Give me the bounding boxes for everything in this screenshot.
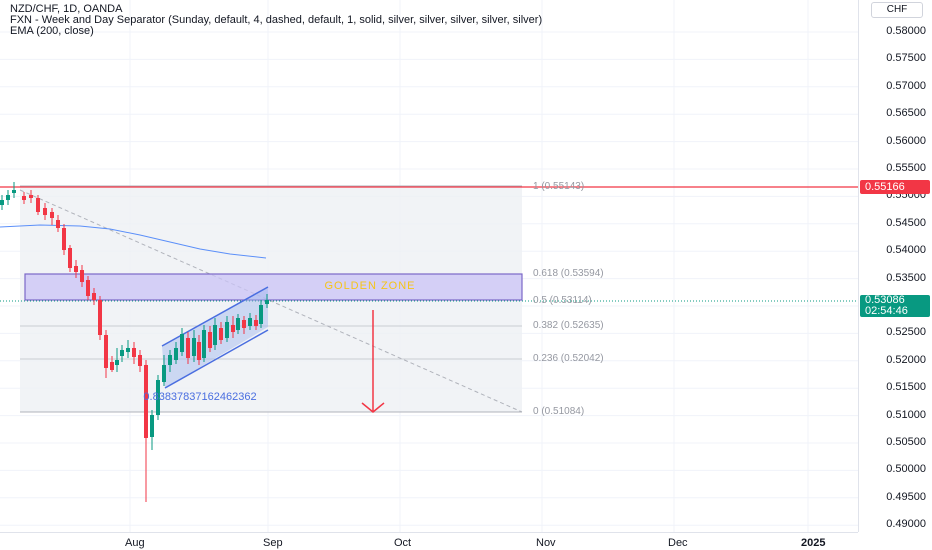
candle-body (29, 195, 33, 198)
time-axis[interactable]: Aug Sep Oct Nov Dec 2025 (0, 532, 858, 550)
candle-body (150, 415, 154, 437)
candle-body (115, 360, 119, 365)
fib-label-1: 1 (0.55143) (533, 181, 585, 192)
fib-label-0236: 0.236 (0.52042) (533, 353, 604, 364)
price-chart[interactable]: GOLDEN ZONE 0.83837837162462362 (0, 0, 858, 532)
fib-label-0618: 0.618 (0.53594) (533, 268, 604, 279)
fib-label-0382: 0.382 (0.52635) (533, 320, 604, 331)
price-label: 0.50000 (886, 463, 926, 476)
time-label-oct: Oct (394, 537, 412, 549)
candle-body (265, 300, 269, 304)
candle-body (6, 195, 10, 200)
candle-body (43, 208, 47, 215)
channel-upper-line[interactable] (161, 286, 269, 347)
candle-body (180, 334, 184, 352)
candle-body (126, 348, 130, 352)
candle-body (86, 280, 90, 296)
candle-body (254, 320, 258, 326)
currency-selector[interactable]: CHF (871, 2, 923, 18)
price-label: 0.50500 (886, 436, 926, 448)
candle-body (231, 325, 235, 332)
candle-body (236, 318, 240, 330)
candles (0, 182, 269, 502)
down-arrow-head (361, 402, 385, 413)
current-price-value: 0.53086 (865, 294, 905, 306)
price-label: 0.51000 (886, 408, 926, 421)
candle-body (192, 338, 196, 356)
candle-body (144, 365, 148, 438)
price-label: 0.49500 (886, 490, 926, 503)
price-label: 0.54000 (886, 244, 926, 257)
price-label: 0.52500 (886, 326, 926, 339)
candle-body (74, 266, 78, 272)
candle-body (248, 318, 252, 326)
candle-body (98, 300, 102, 335)
price-label: 0.58000 (886, 25, 926, 37)
candle-body (80, 270, 84, 282)
channel-lower-line[interactable] (164, 329, 269, 389)
price-label: 0.52000 (886, 353, 926, 366)
candle-body (0, 200, 4, 205)
candle-body (213, 325, 217, 345)
symbol-title[interactable]: NZD/CHF, 1D, OANDA (10, 3, 123, 15)
candle-body (197, 342, 201, 360)
candle-body (68, 248, 72, 268)
candle-body (132, 348, 136, 357)
golden-zone-label: GOLDEN ZONE (324, 280, 415, 292)
price-label: 0.56000 (886, 134, 926, 147)
price-label: 0.56500 (886, 107, 926, 120)
candle-body (162, 365, 166, 382)
candle-body (186, 338, 190, 358)
candle-body (120, 350, 124, 356)
candle-body (168, 355, 172, 365)
indicator-ema[interactable]: EMA (200, close) (10, 25, 94, 37)
price-label: 0.51500 (886, 381, 926, 394)
resistance-price-tag: 0.55166 (860, 180, 930, 194)
candle-body (22, 196, 26, 200)
candle-body (36, 198, 40, 212)
time-label-nov: Nov (536, 537, 556, 549)
candle-body (138, 355, 142, 366)
price-label: 0.57500 (886, 52, 926, 65)
fib-label-0: 0 (0.51084) (533, 406, 585, 417)
candle-body (92, 293, 96, 300)
candle-body (156, 380, 160, 415)
golden-zone-box[interactable] (24, 273, 523, 301)
candle-body (219, 328, 223, 340)
price-axis[interactable]: CHF 0.58000 0.57500 0.57000 0.56500 0.56000 0… (858, 0, 932, 532)
candle-body (208, 332, 212, 348)
candle-body (202, 330, 206, 358)
measure-text: 0.83837837162462362 (143, 391, 256, 403)
price-label: 0.53500 (886, 271, 926, 284)
price-label: 0.49000 (886, 518, 926, 531)
candle-body (242, 320, 246, 328)
candle-body (50, 212, 54, 218)
time-label-2025: 2025 (801, 537, 826, 549)
candle-body (259, 305, 263, 324)
candle-body (104, 335, 108, 368)
candle-body (56, 220, 60, 228)
ema-200-line (0, 224, 267, 259)
candle-body (62, 228, 66, 250)
candle-body (174, 348, 178, 360)
price-label: 0.55500 (886, 162, 926, 174)
price-label: 0.57000 (886, 79, 926, 92)
chart-area[interactable]: GOLDEN ZONE 0.83837837162462362 NZD/CHF,… (0, 0, 858, 532)
current-price-tag: 0.53086 02:54:46 (860, 295, 930, 317)
indicator-week-separator[interactable]: FXN - Week and Day Separator (Sunday, de… (10, 14, 543, 26)
time-label-sep: Sep (263, 537, 283, 549)
price-label: 0.54500 (886, 216, 926, 229)
candle-body (12, 190, 16, 193)
candle-body (110, 362, 114, 370)
candle-body (225, 322, 229, 338)
time-label-dec: Dec (668, 537, 688, 549)
fib-label-05: 0.5 (0.53114) (533, 295, 592, 306)
time-label-aug: Aug (125, 537, 145, 549)
countdown-timer: 02:54:46 (865, 305, 908, 317)
